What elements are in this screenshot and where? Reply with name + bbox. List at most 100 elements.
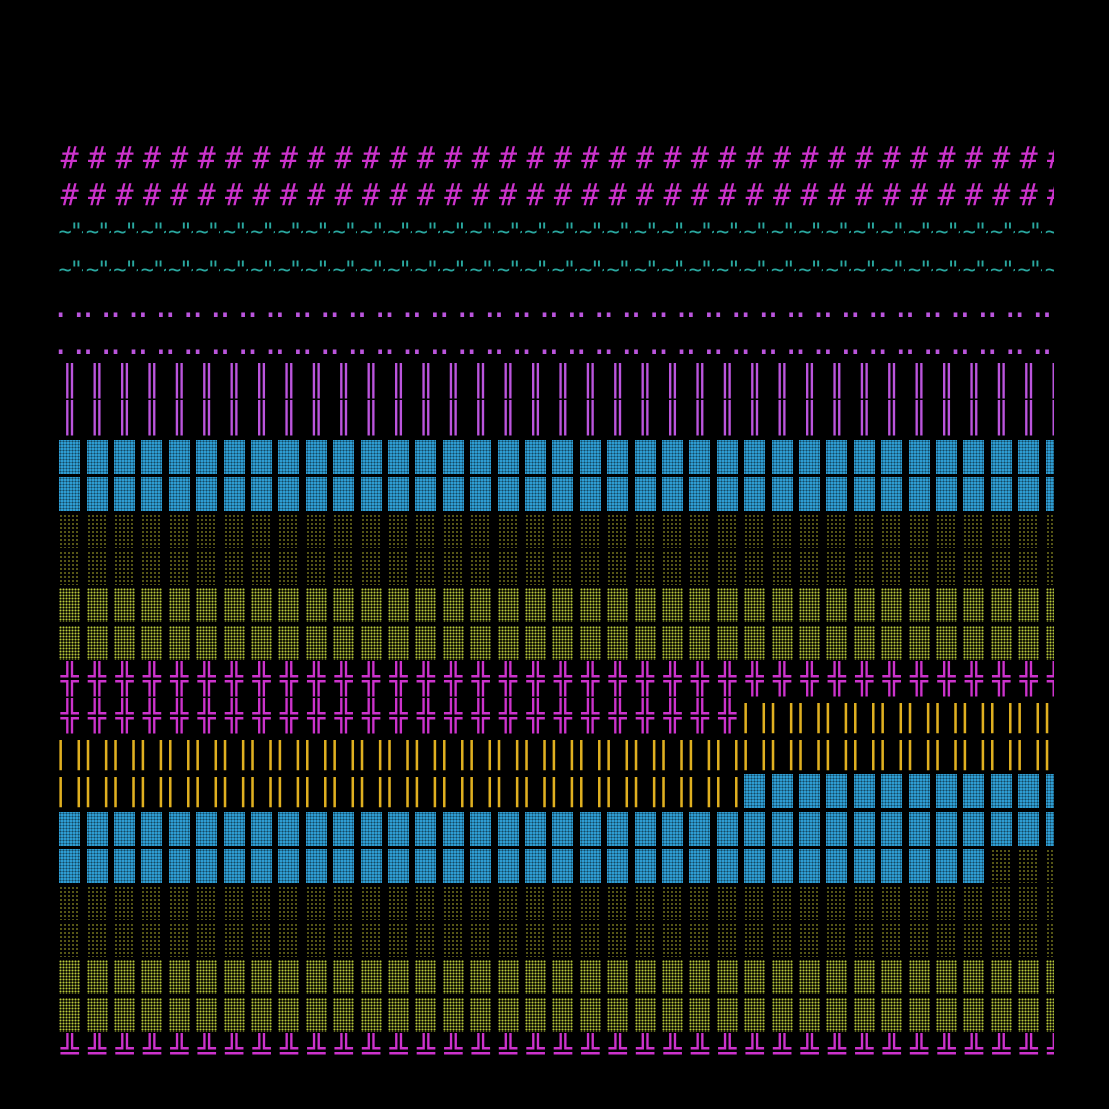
pattern-cell: '~"~ bbox=[138, 220, 165, 246]
shade-block bbox=[552, 886, 574, 920]
pattern-cell bbox=[960, 438, 987, 476]
pattern-cell: '~"~ bbox=[303, 220, 330, 246]
pattern-cell bbox=[220, 586, 247, 624]
pattern-cell bbox=[878, 475, 905, 513]
pattern-cell bbox=[823, 624, 850, 662]
pattern-cell: ║ bbox=[60, 364, 79, 400]
shade-block bbox=[744, 960, 766, 995]
shade-block bbox=[278, 848, 300, 883]
pattern-cell: ╬ bbox=[581, 661, 600, 697]
pattern-cell bbox=[686, 958, 713, 996]
pattern-cell bbox=[549, 996, 576, 1034]
pattern-cell: ╩ bbox=[416, 1033, 435, 1069]
pattern-cell: # bbox=[910, 141, 929, 176]
shade-block bbox=[853, 886, 875, 920]
pattern-row: ##################################### bbox=[56, 140, 1054, 178]
shade-block bbox=[497, 514, 519, 548]
pattern-cell: .. bbox=[933, 289, 960, 327]
pattern-cell: '~"~ bbox=[357, 220, 384, 246]
shade-block bbox=[963, 514, 985, 548]
shade-block bbox=[853, 997, 875, 1032]
shade-block bbox=[634, 476, 656, 511]
pattern-cell: '~"~ bbox=[988, 257, 1015, 283]
shade-block bbox=[634, 923, 656, 958]
pattern-cell: # bbox=[581, 178, 600, 214]
pattern-cell: # bbox=[855, 178, 874, 214]
shade-block bbox=[278, 923, 300, 958]
shade-block bbox=[881, 886, 903, 920]
pattern-cell: ║ bbox=[471, 364, 490, 400]
pattern-cell: ╬ bbox=[553, 699, 572, 734]
pattern-cell bbox=[111, 624, 138, 662]
pattern-cell bbox=[357, 475, 384, 513]
shade-block bbox=[196, 960, 218, 995]
pattern-cell: # bbox=[170, 178, 189, 214]
shade-block bbox=[798, 625, 820, 660]
pattern-cell bbox=[494, 475, 521, 513]
pattern-cell: ║ bbox=[471, 401, 490, 437]
pattern-cell: .. bbox=[303, 326, 330, 364]
pattern-cell: '~"~ bbox=[1015, 220, 1042, 246]
pattern-cell: ║ bbox=[197, 364, 216, 400]
pattern-cell: # bbox=[115, 178, 134, 214]
shade-block bbox=[771, 476, 793, 511]
pattern-cell bbox=[686, 586, 713, 624]
shade-block bbox=[333, 923, 355, 958]
pattern-cell: ╬ bbox=[663, 661, 682, 697]
pattern-cell: # bbox=[389, 178, 408, 214]
shade-block bbox=[963, 439, 985, 474]
pattern-cell bbox=[741, 921, 768, 959]
pattern-cell: ╬ bbox=[225, 661, 244, 697]
pattern-cell bbox=[440, 810, 467, 848]
pattern-cell bbox=[111, 475, 138, 513]
shade-block bbox=[524, 551, 546, 586]
pattern-cell: # bbox=[526, 178, 545, 214]
pattern-cell bbox=[659, 958, 686, 996]
pattern-cell bbox=[823, 921, 850, 959]
pattern-cell bbox=[330, 921, 357, 959]
pattern-cell bbox=[1042, 958, 1054, 996]
pattern-cell: || bbox=[83, 736, 111, 772]
pattern-cell bbox=[385, 921, 412, 959]
pattern-cell: ╩ bbox=[142, 1033, 161, 1069]
pattern-cell: ║ bbox=[197, 401, 216, 437]
pattern-cell: || bbox=[823, 699, 851, 734]
pattern-cell: .. bbox=[166, 289, 193, 327]
pattern-cell: || bbox=[713, 773, 741, 809]
shade-block bbox=[113, 960, 135, 995]
pattern-cell bbox=[193, 624, 220, 662]
pattern-cell: ╬ bbox=[992, 661, 1011, 697]
pattern-cell: .. bbox=[796, 326, 823, 364]
pattern-cell bbox=[905, 438, 932, 476]
pattern-cell: ║ bbox=[992, 401, 1011, 437]
pattern-cell: ╩ bbox=[745, 1033, 764, 1069]
pattern-cell bbox=[1042, 512, 1054, 550]
pattern-cell bbox=[1042, 772, 1054, 810]
pattern-cell: # bbox=[252, 141, 271, 176]
pattern-cell: || bbox=[713, 736, 741, 772]
pattern-cell: # bbox=[526, 141, 545, 176]
pattern-cell bbox=[686, 624, 713, 662]
pattern-cell bbox=[193, 438, 220, 476]
pattern-cell bbox=[138, 996, 165, 1034]
pattern-cell: ║ bbox=[745, 364, 764, 400]
pattern-cell: ║ bbox=[718, 364, 737, 400]
pattern-cell bbox=[56, 549, 83, 587]
pattern-cell bbox=[960, 958, 987, 996]
shade-block bbox=[990, 960, 1012, 995]
shade-block bbox=[415, 811, 437, 846]
shade-block bbox=[497, 625, 519, 660]
pattern-cell: ╩ bbox=[855, 1033, 874, 1069]
pattern-cell bbox=[796, 772, 823, 810]
shade-block bbox=[278, 886, 300, 920]
pattern-cell: || bbox=[193, 773, 221, 809]
shade-block bbox=[634, 848, 656, 883]
shade-block bbox=[470, 551, 492, 586]
pattern-cell bbox=[412, 884, 439, 922]
pattern-cell: ╬ bbox=[690, 661, 709, 697]
shade-block bbox=[552, 476, 574, 511]
shade-block bbox=[552, 625, 574, 660]
pattern-cell bbox=[549, 921, 576, 959]
shade-block bbox=[607, 625, 629, 660]
pattern-cell bbox=[166, 847, 193, 885]
